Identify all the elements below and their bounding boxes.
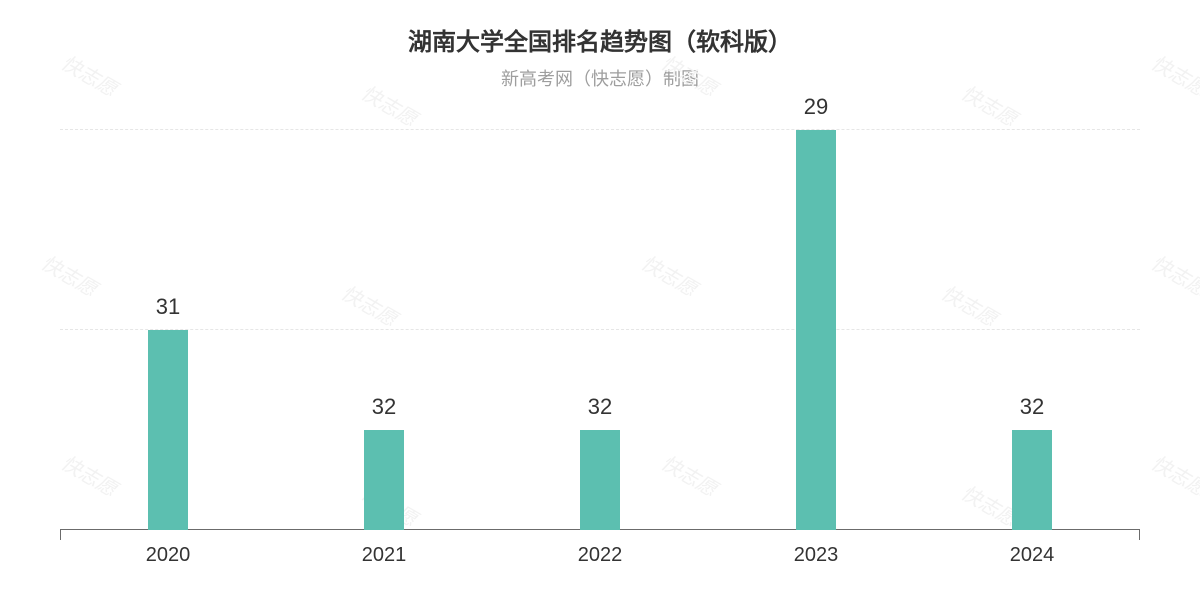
bar-value-label: 32 [1020,394,1044,420]
watermark-text: 快志愿 [1147,447,1200,502]
axis-tick-right [1139,530,1140,540]
bar [148,330,188,530]
bar [580,430,620,530]
bar-slot: 322022 [492,130,708,530]
bar-value-label: 31 [156,294,180,320]
bar [364,430,404,530]
bar-slot: 312020 [60,130,276,530]
bar-value-label: 29 [804,94,828,120]
x-axis-label: 2021 [362,544,407,567]
bar-value-label: 32 [588,394,612,420]
plot-area: 312020322021322022292023322024 [60,130,1140,530]
axis-tick-left [60,530,61,540]
bar-slot: 292023 [708,130,924,530]
bar [796,130,836,530]
bar-slot: 322024 [924,130,1140,530]
x-axis-label: 2020 [146,544,191,567]
chart-subtitle: 新高考网（快志愿）制图 [0,65,1200,91]
chart-container: 快志愿快志愿快志愿快志愿快志愿快志愿快志愿快志愿快志愿快志愿快志愿快志愿快志愿快… [0,0,1200,600]
watermark-text: 快志愿 [1147,247,1200,302]
bar-value-label: 32 [372,394,396,420]
x-axis-label: 2024 [1010,544,1055,567]
x-axis-label: 2022 [578,544,623,567]
chart-title: 湖南大学全国排名趋势图（软科版） [0,0,1200,57]
bar-slot: 322021 [276,130,492,530]
bar [1012,430,1052,530]
x-axis-label: 2023 [794,544,839,567]
